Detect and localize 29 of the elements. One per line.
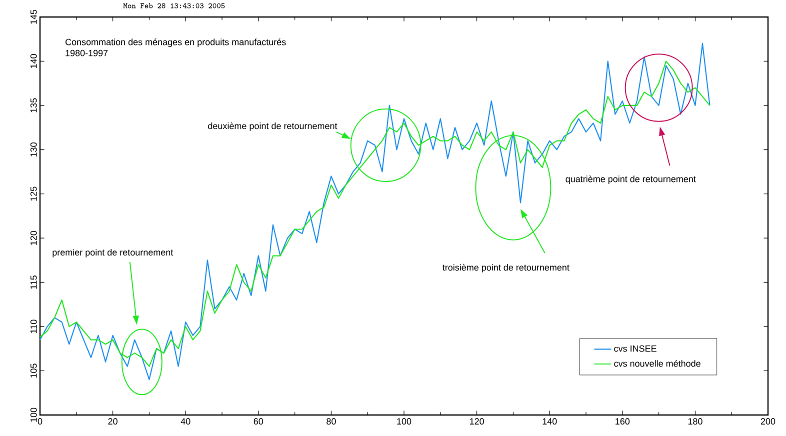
text: 1980-1997 [66, 50, 108, 56]
annotation: deuxième point de retournement [208, 122, 338, 131]
legend-label: cvs nouvelle méthode [614, 360, 700, 367]
x-tick-label: 40 [180, 418, 190, 425]
annotation: premier point de retournement [52, 248, 174, 258]
y-tick-label: 115 [30, 276, 37, 289]
x-tick-label: 160 [616, 418, 630, 425]
x-tick-label: 80 [326, 418, 336, 425]
y-tick-label: 125 [30, 186, 37, 201]
legend-label: cvs INSEE [614, 345, 656, 352]
text: Mon Feb 28 13:43:03 2005 [123, 3, 225, 8]
x-tick-label: 60 [254, 418, 264, 425]
x-tick-label: 140 [542, 418, 557, 425]
y-tick-label: 130 [30, 142, 37, 156]
x-tick-label: 20 [108, 418, 118, 425]
x-tick-label: 0 [38, 418, 42, 425]
annotation: troisième point de retournement [442, 264, 570, 272]
annotation: quatrième point de retournement [566, 175, 696, 184]
y-tick-label: 110 [30, 320, 37, 334]
y-tick-label: 135 [30, 98, 37, 112]
y-tick-label: 140 [30, 54, 37, 68]
x-tick-label: 100 [397, 418, 412, 425]
y-tick-label: 120 [30, 230, 37, 245]
y-tick-label: 145 [30, 10, 37, 24]
x-tick-label: 180 [688, 418, 702, 425]
x-tick-label: 120 [470, 418, 484, 425]
x-tick-label: 200 [760, 418, 776, 425]
y-tick-label: 105 [30, 364, 37, 378]
text: Consommation des ménages en produits manufacturés [66, 38, 286, 48]
